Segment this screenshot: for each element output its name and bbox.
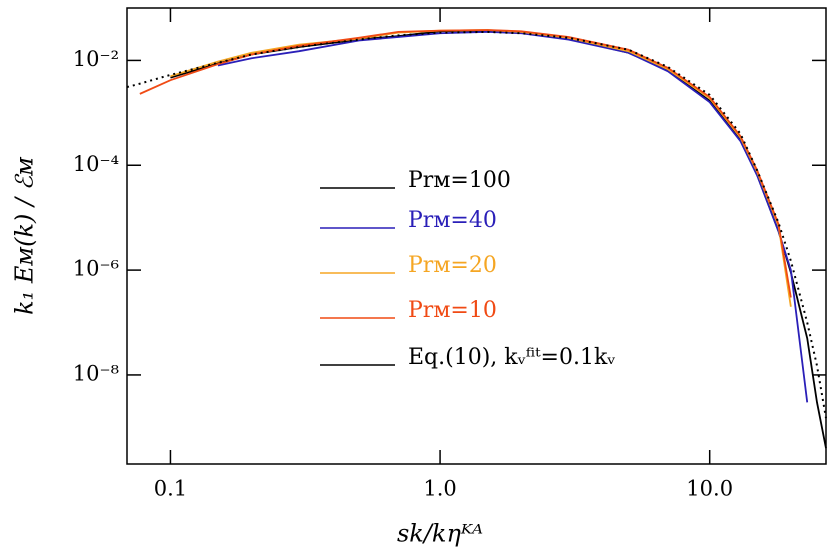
x-tick-label: 1.0: [423, 477, 456, 501]
spectrum-line: [217, 30, 809, 403]
y-tick-label: 10⁻⁸: [73, 361, 119, 385]
x-tick-label: 10.0: [686, 477, 733, 501]
legend-label: Prᴍ=100: [408, 168, 511, 193]
fit-line: [126, 30, 827, 419]
legend-label: Prᴍ=40: [408, 208, 497, 233]
y-tick-label: 10⁻⁴: [73, 152, 119, 176]
spectrum-line: [170, 29, 827, 449]
legend-label: Prᴍ=20: [408, 253, 497, 278]
plot-frame: [126, 7, 827, 465]
y-tick-label: 10⁻²: [73, 47, 119, 71]
y-axis-label: k₁ Eᴍ(k) / ℰᴍ: [11, 156, 39, 315]
x-tick-label: 0.1: [154, 477, 187, 501]
legend-label: Prᴍ=10: [408, 298, 497, 323]
spectrum-line: [139, 29, 792, 298]
y-tick-label: 10⁻⁶: [73, 257, 119, 281]
legend-label: Eq.(10), kᵥᶠⁱᵗ=0.1kᵥ: [408, 345, 616, 370]
x-axis-label: sk/kηᴷᴬ: [397, 520, 483, 548]
